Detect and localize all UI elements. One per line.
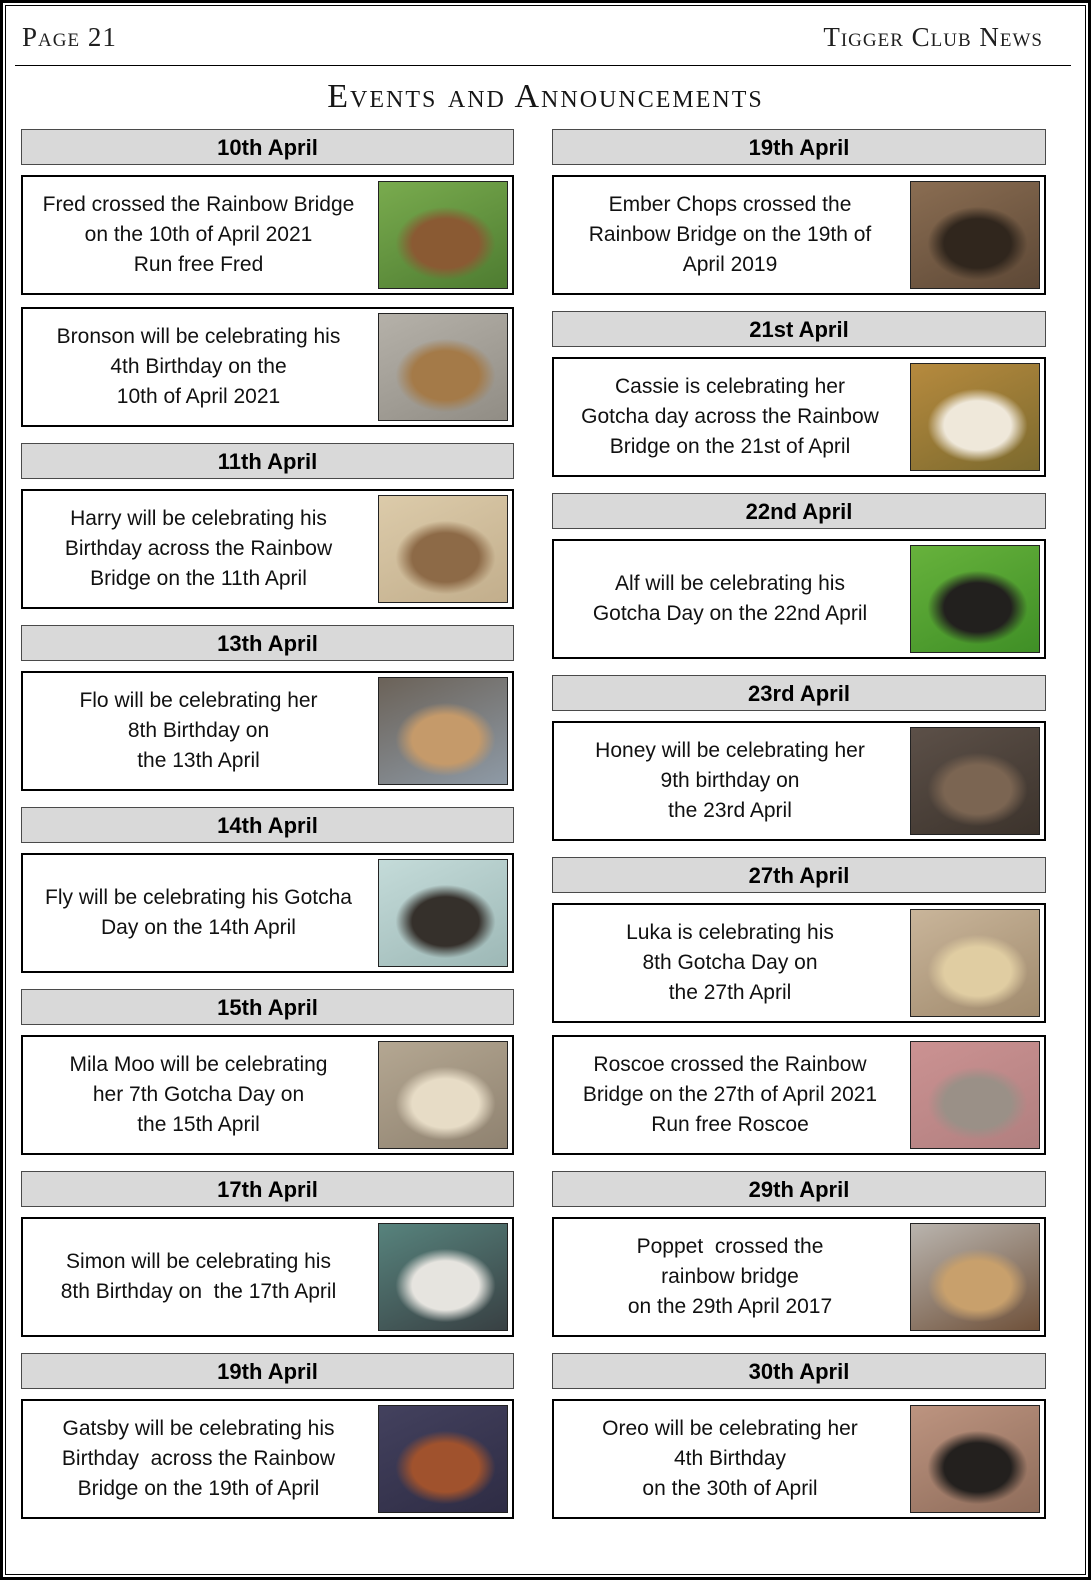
dog-photo: [378, 495, 508, 603]
event-card: Poppet crossed the rainbow bridge on the 2…: [552, 1217, 1046, 1337]
date-header: 13th April: [21, 625, 514, 661]
dog-photo: [910, 1405, 1040, 1513]
event-text: Mila Moo will be celebrating her 7th Gotc…: [69, 1053, 328, 1136]
event-text: Oreo will be celebrating her 4th Birthday…: [602, 1417, 858, 1500]
event-card: Honey will be celebrating her 9th birthda…: [552, 721, 1046, 841]
event-text: Honey will be celebrating her 9th birthda…: [595, 739, 865, 822]
event-card: Flo will be celebrating her 8th Birthday …: [21, 671, 514, 791]
event-card: Alf will be celebrating his Gotcha Day on…: [552, 539, 1046, 659]
masthead-divider: [15, 65, 1071, 66]
event-text: Gatsby will be celebrating his Birthday a…: [61, 1417, 336, 1500]
date-header: 10th April: [21, 129, 514, 165]
event-text: Bronson will be celebrating his 4th Birth…: [56, 325, 341, 408]
date-header: 14th April: [21, 807, 514, 843]
event-text: Flo will be celebrating her 8th Birthday …: [79, 689, 318, 772]
dog-photo: [910, 909, 1040, 1017]
event-card: Harry will be celebrating his Birthday ac…: [21, 489, 514, 609]
dog-photo: [910, 1223, 1040, 1331]
page-title: Events and Announcements: [327, 78, 764, 115]
event-card: Bronson will be celebrating his 4th Birth…: [21, 307, 514, 427]
dog-photo: [378, 1041, 508, 1149]
dog-photo: [910, 727, 1040, 835]
event-text: Alf will be celebrating his Gotcha Day on…: [592, 572, 868, 625]
date-header: 19th April: [552, 129, 1046, 165]
dog-photo: [910, 363, 1040, 471]
event-card: Cassie is celebrating her Gotcha day acro…: [552, 357, 1046, 477]
event-text: Simon will be celebrating his 8th Birthda…: [60, 1250, 337, 1303]
dog-photo: [378, 1405, 508, 1513]
event-card: Roscoe crossed the Rainbow Bridge on the …: [552, 1035, 1046, 1155]
event-text: Ember Chops crossed the Rainbow Bridge on…: [588, 193, 872, 276]
date-header: 17th April: [21, 1171, 514, 1207]
date-header: 15th April: [21, 989, 514, 1025]
event-text: Poppet crossed the rainbow bridge on the 2…: [627, 1235, 833, 1318]
event-card: Gatsby will be celebrating his Birthday a…: [21, 1399, 514, 1519]
dog-photo: [378, 677, 508, 785]
event-text: Cassie is celebrating her Gotcha day acro…: [581, 375, 879, 458]
dog-photo: [378, 181, 508, 289]
event-card: Luka is celebrating his 8th Gotcha Day on…: [552, 903, 1046, 1023]
date-header: 30th April: [552, 1353, 1046, 1389]
newsletter-name: Tigger Club News: [823, 22, 1043, 52]
event-columns: 10th April Fred crossed the Rainbow Bridg…: [6, 129, 1085, 1531]
column-left: 10th April Fred crossed the Rainbow Bridg…: [21, 129, 514, 1531]
dog-photo: [378, 313, 508, 421]
event-text: Harry will be celebrating his Birthday ac…: [64, 507, 333, 590]
dog-photo: [910, 545, 1040, 653]
dog-photo: [910, 181, 1040, 289]
event-card: Fred crossed the Rainbow Bridge on the 10…: [21, 175, 514, 295]
dog-photo: [378, 859, 508, 967]
event-card: Simon will be celebrating his 8th Birthda…: [21, 1217, 514, 1337]
masthead: Page 21 Tigger Club News: [6, 6, 1085, 53]
page-inner-border: Page 21 Tigger Club News Events and Anno…: [5, 5, 1086, 1575]
date-header: 29th April: [552, 1171, 1046, 1207]
event-text: Luka is celebrating his 8th Gotcha Day on…: [626, 921, 834, 1004]
dog-photo: [910, 1041, 1040, 1149]
page-number: Page 21: [22, 22, 117, 52]
date-header: 23rd April: [552, 675, 1046, 711]
event-text: Roscoe crossed the Rainbow Bridge on the …: [582, 1053, 878, 1136]
column-right: 19th April Ember Chops crossed the Rainbow…: [552, 129, 1046, 1531]
date-header: 27th April: [552, 857, 1046, 893]
date-header: 19th April: [21, 1353, 514, 1389]
date-header: 21st April: [552, 311, 1046, 347]
date-header: 11th April: [21, 443, 514, 479]
event-text: Fred crossed the Rainbow Bridge on the 10…: [42, 193, 355, 276]
dog-photo: [378, 1223, 508, 1331]
event-card: Mila Moo will be celebrating her 7th Gotc…: [21, 1035, 514, 1155]
event-card: Oreo will be celebrating her 4th Birthday…: [552, 1399, 1046, 1519]
event-card: Fly will be celebrating his Gotcha Day on…: [21, 853, 514, 973]
event-card: Ember Chops crossed the Rainbow Bridge on…: [552, 175, 1046, 295]
date-header: 22nd April: [552, 493, 1046, 529]
event-text: Fly will be celebrating his Gotcha Day on…: [45, 886, 352, 939]
